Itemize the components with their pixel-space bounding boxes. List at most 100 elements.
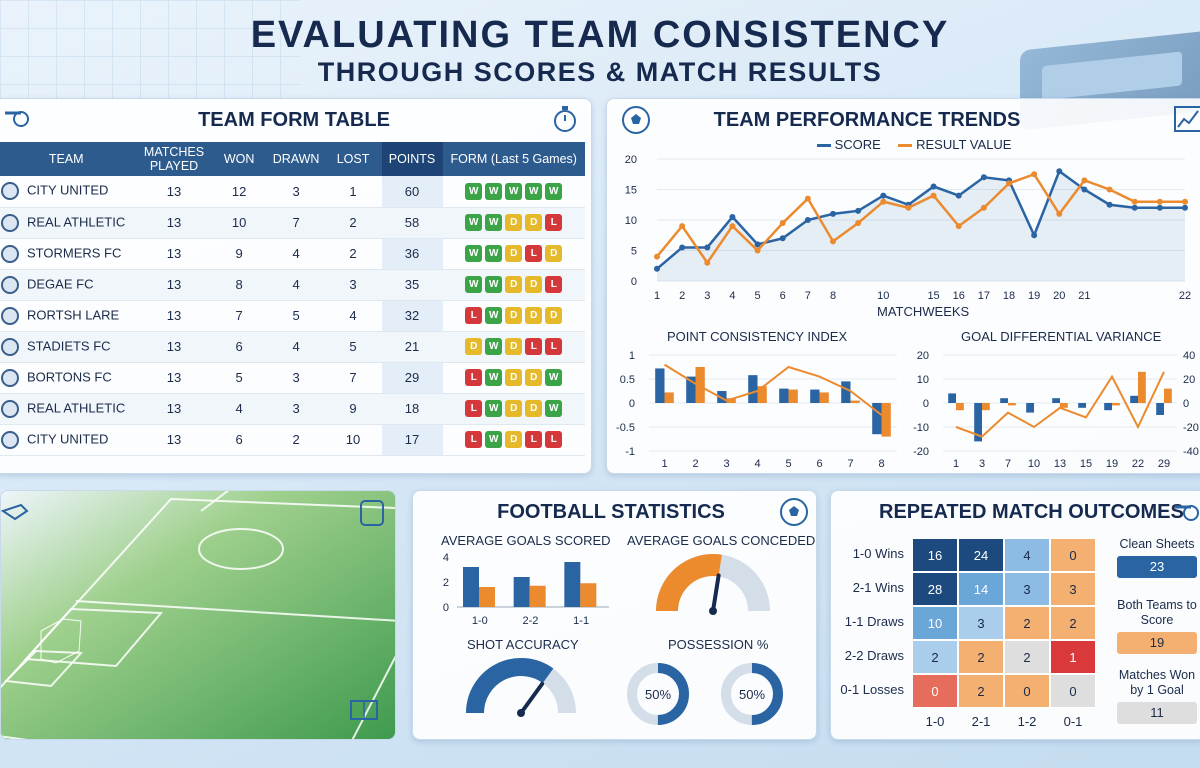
table-header-row: TEAM MATCHES PLAYED WON DRAWN LOST POINT… — [0, 142, 585, 176]
score-point — [830, 210, 836, 217]
possession-ring-home — [627, 663, 689, 725]
form-badge: W — [485, 431, 503, 448]
heatmap-row-label: 2-1 Wins — [852, 580, 904, 595]
bar — [1008, 403, 1016, 406]
soccer-ball-icon — [622, 106, 650, 134]
x-tick-label: 13 — [1054, 458, 1066, 470]
score-point — [930, 183, 937, 190]
possession-label: POSSESSION % — [668, 637, 769, 652]
team-crest-icon — [1, 182, 19, 201]
trend-line — [955, 371, 1165, 438]
bar — [1104, 403, 1112, 411]
x-tick-label: 1 — [953, 458, 959, 470]
result-value-line — [656, 172, 1185, 265]
x-tick-label: 15 — [927, 290, 939, 302]
result-point — [779, 220, 786, 227]
heatmap-row-label: 1-0 Wins — [852, 546, 904, 561]
bar — [1060, 403, 1068, 408]
y-tick-label: 10 — [625, 215, 637, 227]
points-cell: 35 — [381, 269, 443, 301]
bar — [948, 393, 956, 403]
bar — [810, 389, 820, 403]
bar — [841, 381, 851, 403]
team-crest-icon — [1, 275, 19, 294]
result-point — [654, 253, 660, 260]
avg-conceded-label: AVERAGE GOALS CONCEDED — [627, 533, 816, 548]
form-badge: L — [525, 431, 543, 448]
bar — [1000, 398, 1008, 403]
possession-away-value: 50% — [739, 687, 766, 702]
x-tick-label: 4 — [754, 458, 760, 470]
heatmap-col-label: 1-0 — [925, 714, 945, 729]
col-form: FORM (Last 5 Games) — [442, 142, 585, 176]
result-point — [980, 204, 987, 211]
summary-value: 23 — [1117, 556, 1197, 578]
form-badge: D — [505, 276, 523, 293]
played-cell: 13 — [137, 269, 211, 301]
y-tick-label: 2 — [443, 577, 449, 589]
ring-fill — [627, 663, 689, 725]
x-tick-label: 8 — [878, 458, 884, 470]
form-badge: L — [525, 245, 543, 262]
score-point — [855, 207, 862, 214]
heatmap-row-label: 0-1 Losses — [840, 682, 904, 697]
score-point — [1131, 204, 1138, 211]
points-cell: 58 — [381, 207, 443, 239]
table-row: STADIETS FC 13 6 4 5 21 D W D L L — [0, 331, 585, 363]
bar — [695, 367, 705, 403]
col-lost: LOST — [324, 142, 382, 176]
y-tick-label: -1 — [625, 446, 635, 458]
x-tick-label: 1 — [654, 290, 660, 302]
gauge-hub — [517, 709, 525, 717]
team-name: CITY UNITED — [27, 182, 109, 198]
score-point — [804, 217, 811, 223]
form-badge: L — [545, 276, 563, 293]
result-point — [1081, 177, 1088, 184]
y2-tick-label: -20 — [1183, 422, 1199, 434]
variance-title: GOAL DIFFERENTIAL VARIANCE — [961, 329, 1162, 344]
bar — [748, 375, 758, 403]
y2-tick-label: 0 — [1183, 398, 1189, 410]
heatmap-cell: 14 — [958, 572, 1004, 606]
background-grid — [0, 0, 300, 110]
x-tick-label: 2-2 — [523, 615, 539, 627]
x-tick-label: 5 — [755, 290, 761, 302]
x-tick-label: 7 — [847, 458, 853, 470]
form-badge: D — [545, 245, 563, 262]
form-badge: L — [545, 214, 563, 231]
bar — [1164, 388, 1172, 403]
points-cell: 18 — [381, 393, 443, 425]
x-tick-label: 1 — [661, 458, 667, 470]
played-cell: 13 — [137, 424, 211, 456]
played-cell: 13 — [137, 362, 211, 394]
result-point — [1131, 198, 1138, 205]
x-tick-label: 1-0 — [472, 615, 488, 627]
bar — [655, 368, 665, 403]
x-tick-label: 20 — [1053, 290, 1065, 302]
heatmap-cell: 28 — [912, 572, 958, 606]
played-cell: 13 — [137, 176, 211, 208]
result-point — [754, 247, 761, 254]
score-area — [657, 171, 1185, 281]
x-tick-label: 5 — [785, 458, 791, 470]
gauge-needle — [519, 681, 545, 715]
played-cell: 13 — [137, 238, 211, 270]
result-point — [1182, 198, 1188, 205]
col-team: TEAM — [0, 142, 138, 176]
x-tick-label: 2 — [679, 290, 685, 302]
summary-label: Clean Sheets — [1119, 537, 1195, 551]
x-tick-label: 7 — [805, 290, 811, 302]
result-point — [1031, 171, 1038, 178]
form-badge: D — [525, 276, 543, 293]
x-tick-label: 2 — [692, 458, 698, 470]
heatmap-cell: 2 — [1004, 606, 1050, 640]
bar — [1156, 403, 1164, 415]
summary-value: 19 — [1117, 632, 1197, 654]
heatmap-col-label: 1-2 — [1017, 714, 1037, 729]
bar — [726, 398, 736, 403]
x-tick-label: 19 — [1028, 290, 1040, 302]
form-badge: D — [525, 400, 543, 417]
table-row: DEGAE FC 13 8 4 3 35 W W D D L — [0, 269, 585, 301]
